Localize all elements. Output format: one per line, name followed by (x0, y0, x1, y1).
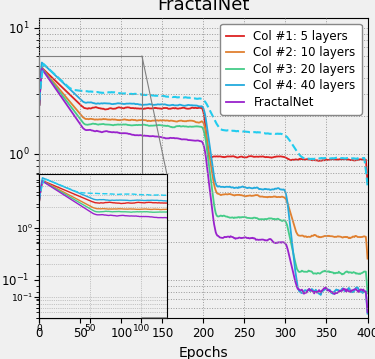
Col #1: 5 layers: (3, 4.82): 5 layers: (3, 4.82) (40, 66, 44, 70)
Col #2: 10 layers: (3, 4.78): 10 layers: (3, 4.78) (40, 66, 44, 70)
Col #1: 5 layers: (202, 1.74): 5 layers: (202, 1.74) (203, 121, 207, 126)
Col #1: 5 layers: (145, 2.3): 5 layers: (145, 2.3) (156, 106, 160, 111)
Col #1: 5 layers: (0, 2.46): 5 layers: (0, 2.46) (37, 102, 42, 107)
Col #2: 10 layers: (256, 0.467): 10 layers: (256, 0.467) (247, 194, 252, 198)
Col #2: 10 layers: (145, 1.83): 10 layers: (145, 1.83) (156, 118, 160, 123)
Line: Col #2: 10 layers: Col #2: 10 layers (39, 68, 368, 258)
X-axis label: Epochs: Epochs (178, 346, 228, 359)
Col #1: 5 layers: (256, 0.957): 5 layers: (256, 0.957) (247, 154, 252, 158)
Col #4: 40 layers: (256, 0.54): 40 layers: (256, 0.54) (247, 186, 252, 190)
Col #3: 20 layers: (202, 1.37): 20 layers: (202, 1.37) (203, 135, 207, 139)
Col #4: 40 layers: (145, 2.47): 40 layers: (145, 2.47) (156, 102, 160, 107)
Col #2: 10 layers: (400, 0.147): 10 layers: (400, 0.147) (365, 256, 370, 261)
Col #4: 40 layers: (53, 2.6): 40 layers: (53, 2.6) (81, 99, 85, 104)
Col #1: 5 layers: (294, 0.955): 5 layers: (294, 0.955) (278, 154, 283, 159)
Col #2: 10 layers: (220, 0.476): 10 layers: (220, 0.476) (217, 192, 222, 197)
FractalNet (247, 236, 252, 241)
FractalNet (203, 150, 207, 154)
Col #3: 20 layers: (294, 0.298): 20 layers: (294, 0.298) (278, 218, 283, 222)
Col #4: 40 layers: (3, 5.31): 40 layers: (3, 5.31) (40, 60, 44, 65)
Line: Col #4: 40 layers: Col #4: 40 layers (39, 62, 368, 314)
Col #4: 40 layers: (400, 0.0538): 40 layers: (400, 0.0538) (365, 312, 370, 316)
Col #1: 5 layers: (400, 0.599): 5 layers: (400, 0.599) (365, 180, 370, 184)
Bar (39, 56, 142, 318)
Col #3: 20 layers: (220, 0.321): 20 layers: (220, 0.321) (217, 214, 222, 218)
Col #2: 10 layers: (294, 0.454): 10 layers: (294, 0.454) (278, 195, 283, 199)
Col #3: 20 layers: (400, 0.0779): 20 layers: (400, 0.0779) (365, 291, 370, 295)
FractalNet (40, 67, 44, 71)
Line: Col #3: 20 layers: Col #3: 20 layers (39, 69, 368, 293)
Col #2: 10 layers: (202, 1.59): 10 layers: (202, 1.59) (203, 126, 207, 131)
Line: FractalNet: FractalNet (39, 69, 368, 312)
Col #2: 10 layers: (0, 2.46): 10 layers: (0, 2.46) (37, 103, 42, 107)
FractalNet (156, 135, 160, 139)
Col #3: 20 layers: (53, 1.78): 20 layers: (53, 1.78) (81, 120, 85, 125)
Col #4: 40 layers: (294, 0.522): 40 layers: (294, 0.522) (278, 187, 283, 192)
Col #4: 40 layers: (220, 0.551): 40 layers: (220, 0.551) (217, 184, 222, 188)
Col #2: 10 layers: (53, 1.96): 10 layers: (53, 1.96) (81, 115, 85, 119)
FractalNet (365, 310, 370, 314)
FractalNet (278, 240, 283, 244)
Col #1: 5 layers: (53, 2.37): 5 layers: (53, 2.37) (81, 104, 85, 109)
Col #3: 20 layers: (3, 4.76): 20 layers: (3, 4.76) (40, 66, 44, 71)
Title: FractalNet: FractalNet (157, 0, 250, 14)
Legend: Col #1: 5 layers, Col #2: 10 layers, Col #3: 20 layers, Col #4: 40 layers, Fract: Col #1: 5 layers, Col #2: 10 layers, Col… (220, 24, 362, 115)
Col #1: 5 layers: (220, 0.953): 5 layers: (220, 0.953) (217, 154, 222, 159)
FractalNet (37, 103, 42, 107)
Col #4: 40 layers: (0, 2.71): 40 layers: (0, 2.71) (37, 97, 42, 102)
Line: Col #1: 5 layers: Col #1: 5 layers (39, 68, 368, 182)
FractalNet (81, 126, 85, 130)
Col #3: 20 layers: (256, 0.309): 20 layers: (256, 0.309) (247, 216, 252, 220)
Col #4: 40 layers: (202, 2.05): 40 layers: (202, 2.05) (203, 112, 207, 117)
FractalNet (217, 235, 222, 239)
Col #3: 20 layers: (0, 2.45): 20 layers: (0, 2.45) (37, 103, 42, 107)
Col #3: 20 layers: (145, 1.69): 20 layers: (145, 1.69) (156, 123, 160, 127)
